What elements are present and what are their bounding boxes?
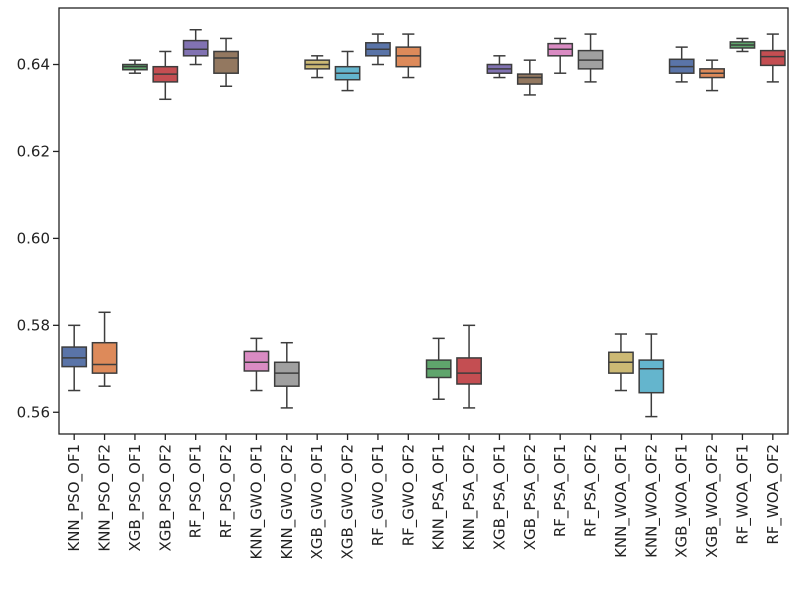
x-tick-label: XGB_GWO_OF1 [308,444,327,559]
iqr-box [395,46,422,68]
x-tick-label: RF_WOA_OF1 [733,444,752,545]
iqr-box [516,73,543,85]
box-knn-psa-of1 [425,337,452,400]
box-rf-pso-of2 [213,37,239,87]
x-tick-label: RF_PSA_OF1 [551,444,570,537]
box-rf-gwo-of1 [365,33,391,66]
y-tick-label: 0.58 [17,316,50,334]
x-tick-label: KNN_PSA_OF2 [460,444,479,550]
x-tick-label: KNN_PSO_OF1 [65,444,84,552]
iqr-box [243,350,270,372]
box-rf-pso-of1 [182,28,209,66]
x-tick-label: RF_PSO_OF1 [187,444,206,538]
box-knn-woa-of2 [638,333,665,418]
iqr-box [759,49,786,67]
box-xgb-woa-of2 [699,59,725,92]
box-xgb-psa-of2 [516,59,543,96]
plot-frame [58,7,789,435]
box-xgb-pso-of1 [122,59,148,74]
x-tick-label: KNN_WOA_OF1 [612,444,631,558]
x-axis: KNN_PSO_OF1 KNN_PSO_OF2 XGB_PSO_OF1 XGB_PSO… [65,434,783,560]
box-xgb-woa-of1 [668,46,695,83]
x-tick-label: KNN_WOA_OF2 [642,444,661,558]
x-tick-label: KNN_GWO_OF1 [247,444,266,560]
box-knn-pso-of1 [61,324,88,392]
x-tick-label: RF_WOA_OF2 [764,444,783,545]
x-tick-label: XGB_WOA_OF1 [673,444,692,558]
box-rf-woa-of1 [729,37,756,53]
x-tick-label: XGB_GWO_OF2 [339,444,358,559]
box-knn-gwo-of2 [273,341,300,409]
x-tick-label: RF_GWO_OF1 [369,444,388,546]
x-tick-label: XGB_PSO_OF1 [126,444,145,552]
box-rf-psa-of2 [577,33,604,83]
box-knn-gwo-of1 [243,337,270,392]
iqr-box [91,341,118,374]
iqr-box [61,346,88,368]
box-plot-series [61,28,786,418]
y-tick-label: 0.62 [17,142,50,160]
iqr-box [213,50,239,74]
box-xgb-gwo-of1 [304,55,331,79]
x-tick-label: KNN_PSA_OF1 [430,444,449,550]
box-xgb-gwo-of2 [334,50,361,92]
x-tick-label: XGB_PSO_OF2 [156,444,175,552]
x-tick-label: XGB_WOA_OF2 [703,444,722,558]
x-tick-label: RF_PSA_OF2 [582,444,601,537]
x-tick-label: KNN_PSO_OF2 [96,444,115,552]
x-tick-label: XGB_PSA_OF2 [521,444,540,550]
y-tick-label: 0.64 [17,56,50,74]
x-tick-label: RF_GWO_OF2 [399,444,418,546]
box-xgb-pso-of2 [152,50,179,101]
iqr-box [456,357,482,385]
x-tick-label: XGB_PSA_OF1 [490,444,509,550]
box-xgb-psa-of1 [486,55,513,79]
x-tick-label: KNN_GWO_OF2 [278,444,297,560]
y-tick-label: 0.60 [17,229,50,247]
box-rf-psa-of1 [547,37,574,74]
iqr-box [182,39,209,57]
iqr-box [638,359,665,394]
y-axis: 0.56 0.58 0.60 0.62 0.64 [17,56,59,421]
box-knn-woa-of1 [608,333,634,392]
box-knn-pso-of2 [91,311,118,387]
iqr-box [273,361,300,387]
x-tick-label: RF_PSO_OF2 [217,444,236,538]
box-rf-gwo-of2 [395,33,422,79]
box-knn-psa-of2 [456,324,482,409]
y-tick-label: 0.56 [17,403,50,421]
box-rf-woa-of2 [759,33,786,83]
